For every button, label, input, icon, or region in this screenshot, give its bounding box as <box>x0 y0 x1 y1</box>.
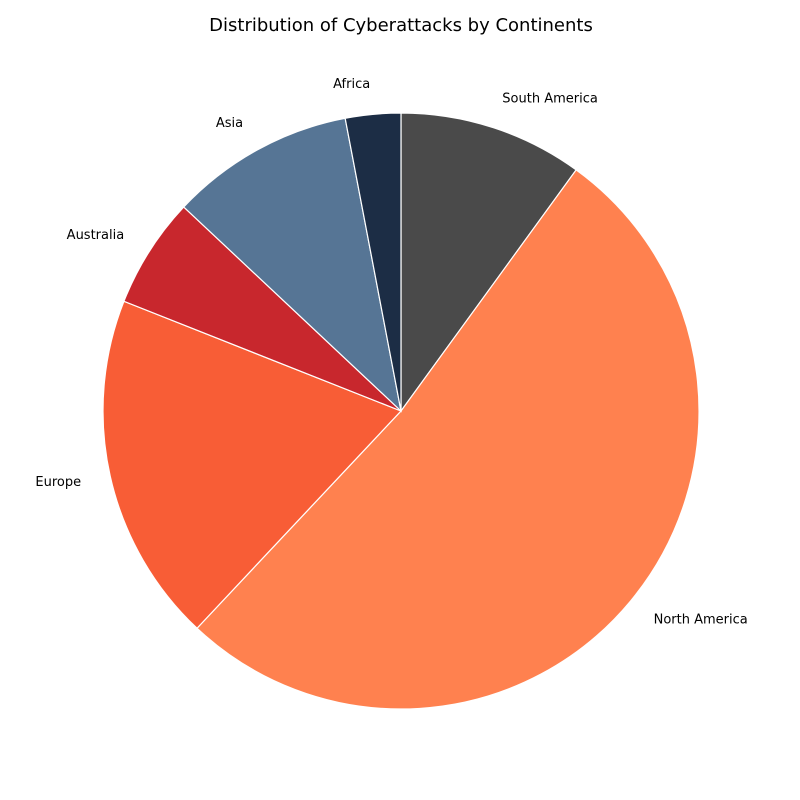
chart-title: Distribution of Cyberattacks by Continen… <box>209 15 593 36</box>
pie-slice-south-america <box>400 112 577 413</box>
pie-label-africa: Africa <box>333 77 370 92</box>
pie-label-south-america: South America <box>502 92 598 107</box>
pie-labels: South America North America Europe Australi… <box>35 77 747 627</box>
pie-label-europe: Europe <box>35 475 81 490</box>
pie-slices <box>102 112 700 710</box>
pie-slice-africa <box>344 112 402 412</box>
pie-label-australia: Australia <box>67 228 125 243</box>
pie-label-north-america: North America <box>654 612 748 627</box>
pie-slice-north-america <box>196 169 700 710</box>
pie-label-asia: Asia <box>216 116 243 131</box>
pie-slice-europe <box>102 300 403 630</box>
pie-slice-asia <box>182 117 402 413</box>
